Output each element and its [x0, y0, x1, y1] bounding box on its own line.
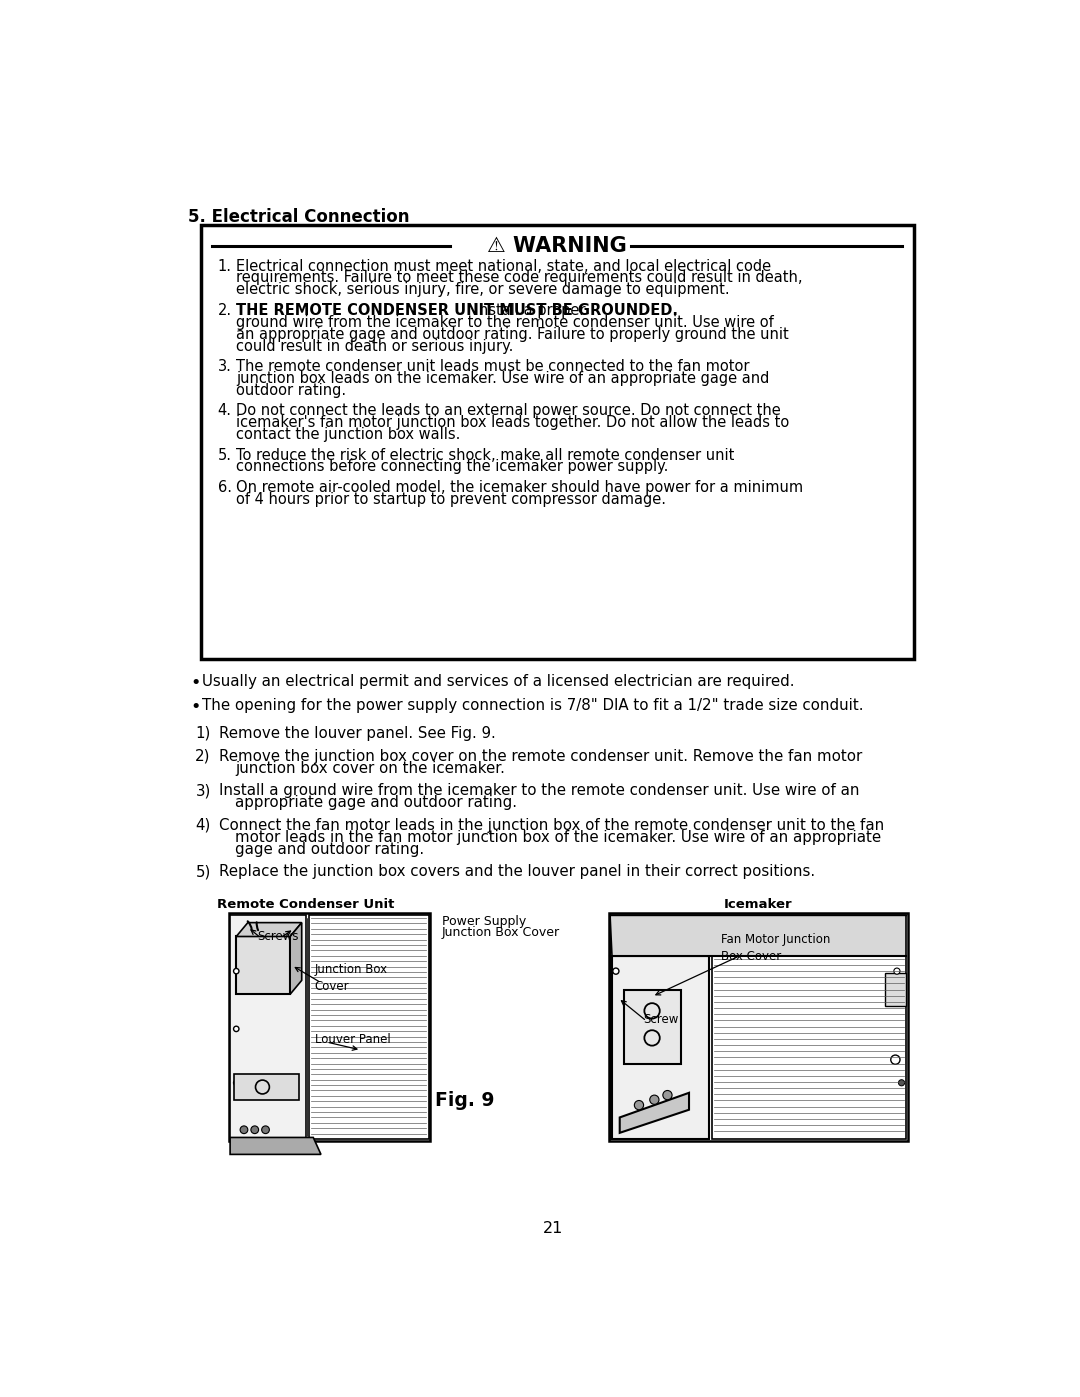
Text: Remove the louver panel. See Fig. 9.: Remove the louver panel. See Fig. 9.	[218, 726, 496, 740]
Text: gage and outdoor rating.: gage and outdoor rating.	[235, 842, 424, 856]
Text: Fan Motor Junction
Box Cover: Fan Motor Junction Box Cover	[720, 933, 829, 963]
Text: 5.: 5.	[218, 447, 231, 462]
Text: icemaker's fan motor junction box leads together. Do not allow the leads to: icemaker's fan motor junction box leads …	[237, 415, 789, 430]
Bar	[237, 936, 291, 995]
Circle shape	[233, 968, 239, 974]
Text: 6.: 6.	[218, 481, 231, 495]
Text: Icemaker: Icemaker	[724, 898, 793, 911]
Text: Power Supply: Power Supply	[442, 915, 526, 928]
Text: The opening for the power supply connection is 7/8" DIA to fit a 1/2" trade size: The opening for the power supply connect…	[202, 698, 863, 714]
Text: •: •	[190, 698, 201, 717]
Text: 21: 21	[543, 1221, 564, 1236]
Text: Screws: Screws	[257, 930, 298, 943]
Text: Junction Box
Cover: Junction Box Cover	[314, 964, 388, 993]
Bar	[309, 915, 429, 1139]
Bar	[609, 914, 907, 1140]
Polygon shape	[620, 1092, 689, 1133]
Bar	[612, 956, 710, 1139]
Circle shape	[899, 1080, 905, 1085]
Text: of 4 hours prior to startup to prevent compressor damage.: of 4 hours prior to startup to prevent c…	[237, 492, 666, 507]
Text: Connect the fan motor leads in the junction box of the remote condenser unit to : Connect the fan motor leads in the junct…	[218, 817, 883, 833]
Text: 3): 3)	[195, 784, 211, 798]
Text: contact the junction box walls.: contact the junction box walls.	[237, 427, 461, 441]
Text: Install a ground wire from the icemaker to the remote condenser unit. Use wire o: Install a ground wire from the icemaker …	[218, 784, 859, 798]
Bar	[712, 956, 906, 1139]
Text: an appropriate gage and outdoor rating. Failure to properly ground the unit: an appropriate gage and outdoor rating. …	[237, 327, 789, 342]
Bar	[201, 225, 914, 659]
Bar	[623, 990, 681, 1063]
Text: Do not connect the leads to an external power source. Do not connect the: Do not connect the leads to an external …	[237, 404, 781, 418]
Text: On remote air-cooled model, the icemaker should have power for a minimum: On remote air-cooled model, the icemaker…	[237, 481, 804, 495]
Text: Replace the junction box covers and the louver panel in their correct positions.: Replace the junction box covers and the …	[218, 865, 814, 880]
Text: 2.: 2.	[217, 303, 231, 317]
Text: THE REMOTE CONDENSER UNIT MUST BE GROUNDED.: THE REMOTE CONDENSER UNIT MUST BE GROUND…	[237, 303, 678, 317]
Text: Screw: Screw	[643, 1013, 678, 1027]
Text: 4.: 4.	[218, 404, 231, 418]
Text: •: •	[190, 673, 201, 692]
Text: 1.: 1.	[218, 258, 231, 274]
Text: junction box cover on the icemaker.: junction box cover on the icemaker.	[235, 760, 505, 775]
Text: junction box leads on the icemaker. Use wire of an appropriate gage and: junction box leads on the icemaker. Use …	[237, 372, 770, 386]
Circle shape	[612, 968, 619, 974]
Text: motor leads in the fan motor junction box of the icemaker. Use wire of an approp: motor leads in the fan motor junction bo…	[235, 830, 881, 845]
Text: could result in death or serious injury.: could result in death or serious injury.	[237, 338, 514, 353]
Text: To reduce the risk of electric shock, make all remote condenser unit: To reduce the risk of electric shock, ma…	[237, 447, 734, 462]
Text: 4): 4)	[195, 817, 211, 833]
Text: 3.: 3.	[218, 359, 231, 374]
Text: 5): 5)	[195, 865, 211, 880]
Text: Fig. 9: Fig. 9	[435, 1091, 495, 1109]
Circle shape	[261, 1126, 269, 1133]
Polygon shape	[237, 922, 301, 936]
Polygon shape	[610, 915, 906, 956]
Circle shape	[240, 1126, 247, 1133]
Text: ground wire from the icemaker to the remote condenser unit. Use wire of: ground wire from the icemaker to the rem…	[237, 314, 774, 330]
Circle shape	[650, 1095, 659, 1105]
Bar	[229, 914, 430, 1140]
Circle shape	[233, 1080, 239, 1085]
Text: connections before connecting the icemaker power supply.: connections before connecting the icemak…	[237, 460, 669, 475]
Text: 1): 1)	[195, 726, 211, 740]
Circle shape	[233, 1027, 239, 1031]
Text: Usually an electrical permit and services of a licensed electrician are required: Usually an electrical permit and service…	[202, 673, 794, 689]
Text: requirements. Failure to meet these code requirements could result in death,: requirements. Failure to meet these code…	[237, 271, 802, 285]
Text: electric shock, serious injury, fire, or severe damage to equipment.: electric shock, serious injury, fire, or…	[237, 282, 730, 298]
Bar	[230, 915, 306, 1139]
Circle shape	[251, 1126, 258, 1133]
Circle shape	[894, 968, 900, 974]
Text: Install a proper: Install a proper	[470, 303, 585, 317]
Text: 2): 2)	[195, 749, 211, 764]
Polygon shape	[291, 922, 301, 995]
Text: Remote Condenser Unit: Remote Condenser Unit	[217, 898, 394, 911]
Bar	[885, 974, 906, 1006]
Text: 5. Electrical Connection: 5. Electrical Connection	[188, 208, 409, 226]
Circle shape	[663, 1091, 672, 1099]
Polygon shape	[230, 1137, 321, 1154]
Text: appropriate gage and outdoor rating.: appropriate gage and outdoor rating.	[235, 795, 517, 810]
Circle shape	[634, 1101, 644, 1109]
Text: Louver Panel: Louver Panel	[314, 1032, 391, 1046]
Text: ⚠ WARNING: ⚠ WARNING	[487, 236, 627, 256]
Text: The remote condenser unit leads must be connected to the fan motor: The remote condenser unit leads must be …	[237, 359, 750, 374]
Text: Remove the junction box cover on the remote condenser unit. Remove the fan motor: Remove the junction box cover on the rem…	[218, 749, 862, 764]
Text: outdoor rating.: outdoor rating.	[237, 383, 347, 398]
Text: Junction Box Cover: Junction Box Cover	[442, 926, 559, 939]
Text: Electrical connection must meet national, state, and local electrical code: Electrical connection must meet national…	[237, 258, 771, 274]
Bar	[234, 1073, 299, 1101]
